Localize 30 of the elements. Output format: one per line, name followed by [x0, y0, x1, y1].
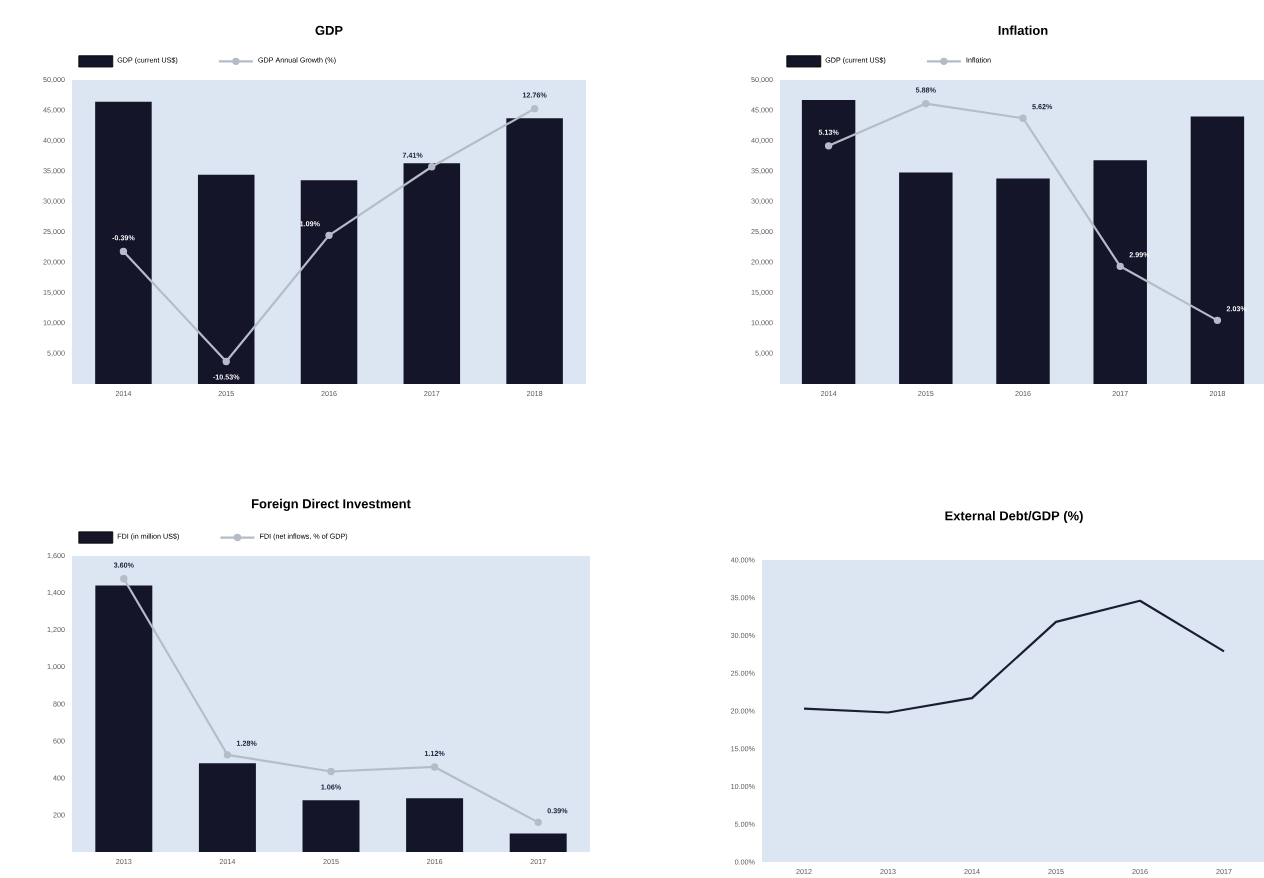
point	[222, 357, 230, 366]
bar	[509, 833, 567, 852]
bar	[95, 101, 152, 384]
bar	[899, 172, 953, 384]
point	[1019, 114, 1027, 122]
bar	[198, 763, 256, 852]
bar	[506, 118, 563, 384]
bar	[801, 100, 856, 384]
bar	[197, 174, 255, 384]
point	[1213, 316, 1222, 325]
point	[430, 763, 439, 771]
point	[824, 142, 833, 150]
bar	[1190, 116, 1245, 384]
bar	[95, 585, 153, 852]
bar	[406, 798, 464, 852]
point	[534, 818, 542, 827]
point	[428, 163, 436, 171]
bar	[403, 163, 461, 384]
bar	[300, 180, 358, 384]
point	[922, 99, 930, 108]
bar	[1093, 160, 1147, 384]
point	[223, 751, 232, 759]
point	[1116, 262, 1124, 270]
point	[119, 247, 128, 256]
point	[530, 104, 539, 113]
point	[325, 231, 333, 240]
bar	[302, 800, 360, 852]
point	[120, 575, 128, 583]
bar	[996, 178, 1050, 384]
line-series	[802, 599, 1226, 714]
